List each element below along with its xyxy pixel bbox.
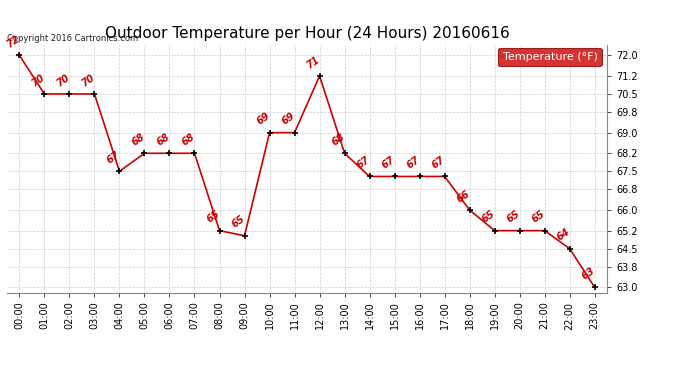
Text: 67: 67 <box>105 150 121 166</box>
Text: 65: 65 <box>530 209 546 225</box>
Text: 71: 71 <box>305 54 322 70</box>
Text: 69: 69 <box>280 111 297 127</box>
Legend: Temperature (°F): Temperature (°F) <box>498 48 602 66</box>
Text: 70: 70 <box>55 72 72 88</box>
Text: 68: 68 <box>155 132 172 148</box>
Text: 68: 68 <box>330 132 346 148</box>
Title: Outdoor Temperature per Hour (24 Hours) 20160616: Outdoor Temperature per Hour (24 Hours) … <box>105 26 509 41</box>
Text: 67: 67 <box>380 155 397 171</box>
Text: 65: 65 <box>205 209 221 225</box>
Text: 63: 63 <box>580 266 597 282</box>
Text: 67: 67 <box>355 155 372 171</box>
Text: Copyright 2016 Cartronics.com: Copyright 2016 Cartronics.com <box>7 33 138 42</box>
Text: 70: 70 <box>80 72 97 88</box>
Text: 65: 65 <box>230 214 246 230</box>
Text: 67: 67 <box>405 155 422 171</box>
Text: 68: 68 <box>180 132 197 148</box>
Text: 65: 65 <box>480 209 497 225</box>
Text: 65: 65 <box>505 209 522 225</box>
Text: 69: 69 <box>255 111 272 127</box>
Text: 72: 72 <box>5 34 21 50</box>
Text: 64: 64 <box>555 227 572 243</box>
Text: 68: 68 <box>130 132 146 148</box>
Text: 66: 66 <box>455 188 472 204</box>
Text: 67: 67 <box>430 155 446 171</box>
Text: 70: 70 <box>30 72 46 88</box>
